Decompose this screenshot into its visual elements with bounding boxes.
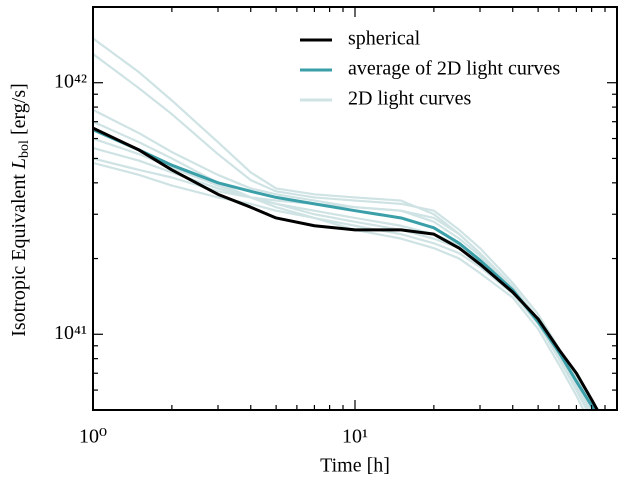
light-curve <box>93 146 595 410</box>
legend-label: spherical <box>348 28 421 50</box>
legend-label: average of 2D light curves <box>348 58 560 80</box>
x-tick-label: 10⁰ <box>79 426 107 448</box>
x-tick-label: 10¹ <box>342 426 368 448</box>
series-line <box>93 126 600 410</box>
y-label-unit: [erg/s] <box>8 83 30 135</box>
x-axis-label: Time [h] <box>320 455 390 477</box>
series-line <box>93 128 596 410</box>
light-curve <box>93 108 589 410</box>
legend-label: 2D light curves <box>348 88 472 110</box>
y-axis-label: Isotropic Equivalent Lbol [erg/s] <box>8 83 35 337</box>
y-tick-label: 10⁴² <box>54 70 87 92</box>
light-curve <box>93 137 589 410</box>
y-tick-label: 10⁴¹ <box>54 322 87 344</box>
y-label-symbol: L <box>8 158 30 170</box>
light-curve <box>93 53 597 410</box>
y-label-subscript: bol <box>17 140 32 158</box>
light-curve <box>93 161 585 410</box>
y-label-text: Isotropic Equivalent <box>8 174 30 337</box>
